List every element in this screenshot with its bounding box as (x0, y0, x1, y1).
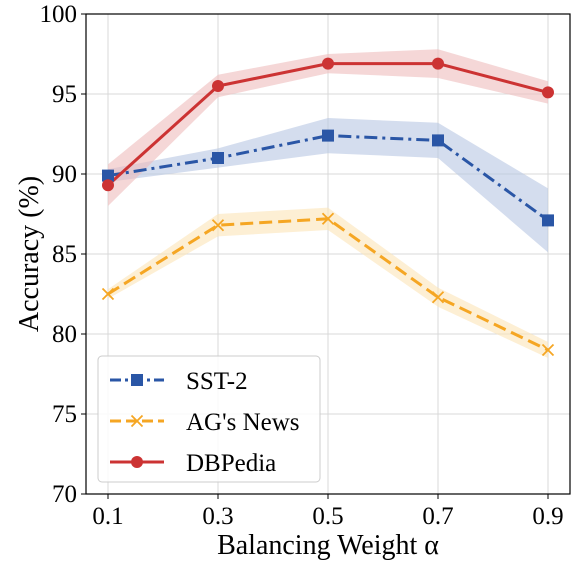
x-tick-label: 0.1 (92, 503, 123, 530)
x-tick-label: 0.5 (312, 503, 343, 530)
legend-sst-2-marker (131, 374, 143, 386)
x-tick-label: 0.3 (202, 503, 233, 530)
ag-s-news-point (541, 343, 555, 357)
legend-box (97, 355, 321, 483)
ag-s-news-point (101, 287, 115, 301)
y-axis-label: Accuracy (%) (14, 176, 45, 332)
ag-s-news-point (211, 219, 225, 232)
legend-dbpedia-label: DBPedia (186, 450, 276, 477)
y-tick-label: 95 (52, 81, 77, 108)
y-tick-label: 80 (52, 321, 77, 348)
y-tick-label: 100 (40, 1, 78, 28)
sst-2-point (432, 134, 444, 147)
ag-s-news-point (321, 212, 335, 225)
y-tick-label: 70 (52, 481, 77, 508)
sst-2-band (108, 118, 548, 253)
x-axis-ticks: 0.1 0.3 0.5 0.7 0.9 (92, 494, 564, 530)
series-markers (101, 57, 555, 357)
x-tick-label: 0.7 (422, 503, 453, 530)
sst-2-point (212, 152, 224, 164)
dbpedia-point (542, 86, 554, 99)
y-tick-label: 90 (52, 161, 77, 188)
legend-ag-s-news-marker (130, 414, 144, 428)
x-axis-label: Balancing Weight α (217, 530, 439, 561)
y-axis-ticks: 70 75 80 85 90 95 100 (40, 1, 86, 508)
legend-dbpedia-marker (131, 456, 143, 468)
ag-s-news-point (431, 291, 445, 304)
dbpedia-point (322, 57, 334, 70)
dbpedia-point (102, 179, 114, 192)
y-tick-label: 75 (52, 401, 77, 428)
legend-sst-2-label: SST-2 (186, 368, 248, 395)
dbpedia-point (432, 57, 444, 70)
legend: SST-2 AG's News DBPedia (97, 355, 321, 483)
dbpedia-point (212, 80, 224, 92)
x-tick-label: 0.9 (532, 503, 563, 530)
y-tick-label: 85 (52, 241, 77, 268)
sst-2-point (542, 214, 554, 227)
sst-2-point (102, 169, 114, 182)
legend-ag-s-news-label: AG's News (186, 409, 300, 436)
sst-2-point (322, 129, 334, 142)
